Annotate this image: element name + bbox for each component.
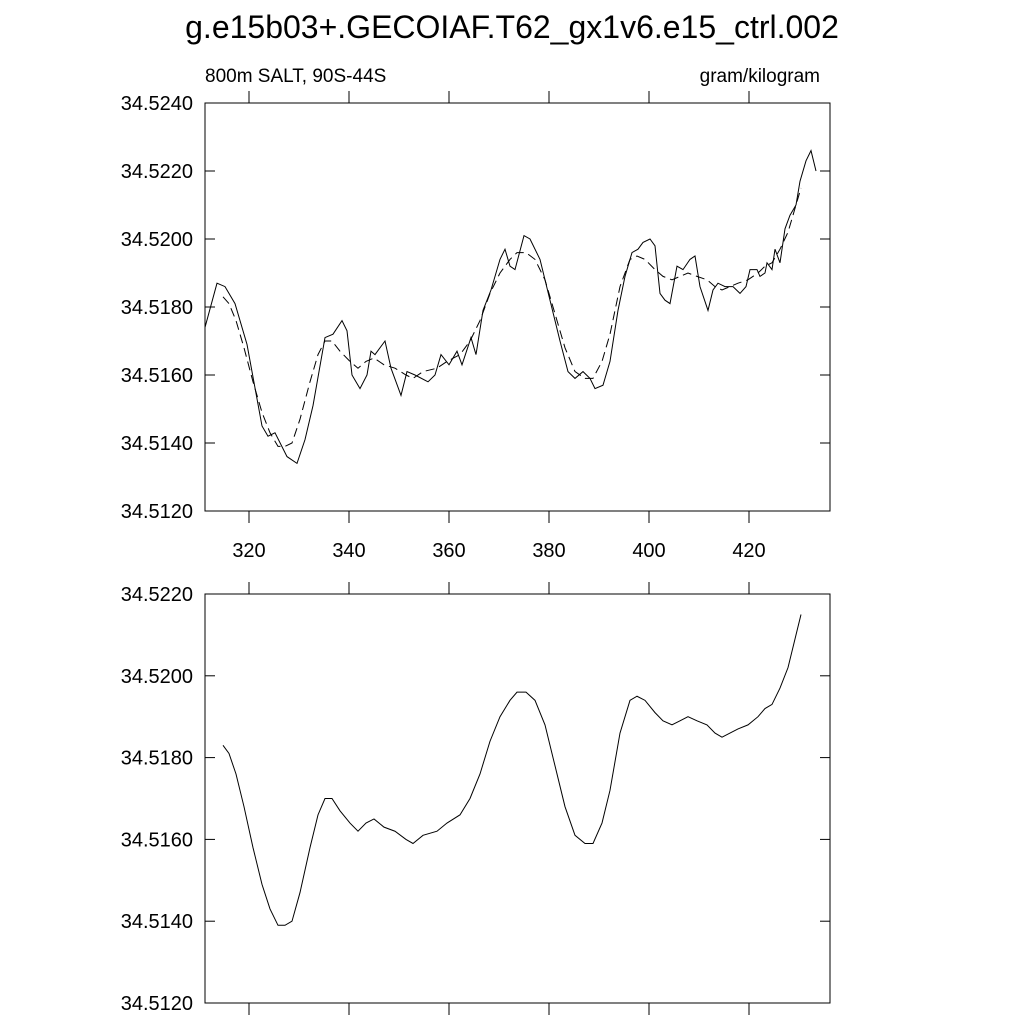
y-tick-label: 34.5180 <box>121 297 193 319</box>
subtitle-right: gram/kilogram <box>700 66 820 87</box>
plot-frame <box>204 593 831 1004</box>
y-tick-label: 34.5140 <box>121 911 193 933</box>
y-tick-label: 34.5160 <box>121 829 193 851</box>
y-tick-label: 34.5120 <box>121 993 193 1015</box>
y-tick-label: 34.5120 <box>121 501 193 523</box>
y-tick-label: 34.5160 <box>121 365 193 387</box>
x-tick-label: 420 <box>732 540 765 562</box>
y-tick-label: 34.5220 <box>121 584 193 606</box>
y-tick-label: 34.5200 <box>121 666 193 688</box>
y-tick-label: 34.5220 <box>121 161 193 183</box>
x-tick-label: 400 <box>632 540 665 562</box>
y-tick-label: 34.5240 <box>121 93 193 115</box>
chart-title: g.e15b03+.GECOIAF.T62_gx1v6.e15_ctrl.002 <box>185 9 839 45</box>
data-line <box>222 614 802 926</box>
x-tick-label: 320 <box>232 540 265 562</box>
y-tick-label: 34.5200 <box>121 229 193 251</box>
data-line <box>222 187 802 447</box>
data-line <box>204 149 817 465</box>
x-tick-label: 380 <box>532 540 565 562</box>
x-tick-label: 360 <box>432 540 465 562</box>
y-tick-label: 34.5180 <box>121 748 193 770</box>
x-tick-label: 340 <box>332 540 365 562</box>
subtitle-left: 800m SALT, 90S-44S <box>205 66 386 87</box>
y-tick-label: 34.5140 <box>121 433 193 455</box>
